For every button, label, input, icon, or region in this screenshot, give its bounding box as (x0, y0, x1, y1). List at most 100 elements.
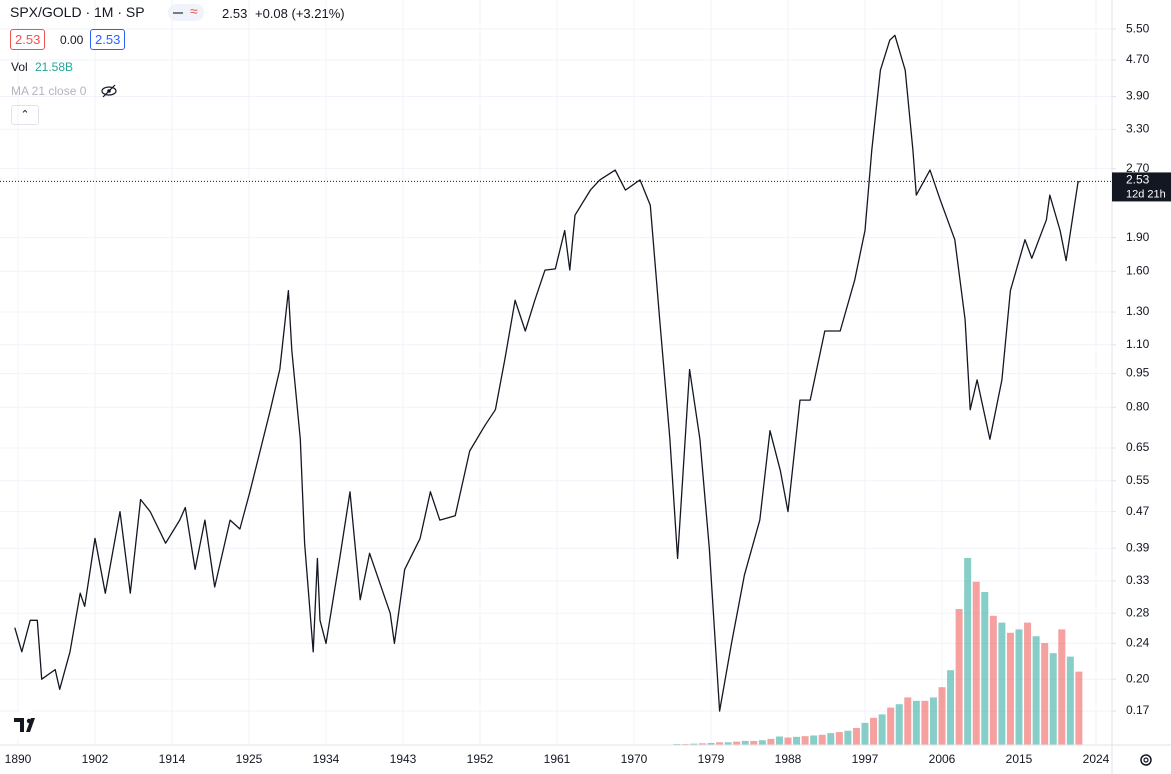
volume-bar (775, 736, 783, 745)
y-tick-label: 3.30 (1126, 121, 1150, 135)
volume-bar (818, 734, 826, 745)
volume-bar (1041, 643, 1049, 745)
volume-bar (981, 592, 989, 745)
collapse-button[interactable]: ⌃ (11, 105, 39, 125)
volume-bar (1032, 636, 1040, 745)
x-tick-label: 2006 (929, 752, 956, 766)
y-tick-label: 4.70 (1126, 52, 1150, 66)
volume-bar (1015, 629, 1023, 745)
volume-bar (912, 700, 920, 745)
volume-bar (861, 722, 869, 745)
volume-bar (690, 743, 698, 745)
volume-bar (724, 742, 732, 745)
volume-bar (681, 743, 689, 745)
volume-bar (673, 743, 681, 745)
y-tick-label: 3.90 (1126, 89, 1150, 103)
y-tick-label: 1.10 (1126, 337, 1150, 351)
countdown-label: 12d 21h (1126, 188, 1166, 200)
volume-bar (964, 558, 972, 745)
y-tick-label: 0.24 (1126, 636, 1150, 650)
y-tick-label: 0.47 (1126, 504, 1150, 518)
sell-price[interactable]: 2.53 (10, 29, 46, 50)
volume-bar (1058, 629, 1066, 745)
y-tick-label: 0.39 (1126, 540, 1150, 554)
volume-bar (1075, 671, 1083, 745)
y-tick-label: 1.60 (1126, 263, 1150, 277)
volume-bar (929, 697, 937, 745)
y-tick-label: 0.20 (1126, 671, 1150, 685)
x-tick-label: 2015 (1006, 752, 1033, 766)
volume-bar (972, 581, 980, 745)
price-change: +0.08 (+3.21%) (255, 6, 345, 21)
volume-bar (758, 740, 766, 745)
volume-bar (716, 742, 724, 745)
volume-label: Vol (11, 60, 28, 74)
volume-bar (852, 728, 860, 745)
volume-bar (707, 742, 715, 745)
volume-bar (835, 732, 843, 745)
x-tick-label: 1902 (82, 752, 109, 766)
y-tick-label: 0.95 (1126, 366, 1150, 380)
volume-bar (904, 697, 912, 745)
volume-bar (767, 738, 775, 745)
x-tick-label: 1997 (852, 752, 879, 766)
volume-bar (750, 740, 758, 745)
volume (673, 558, 1083, 745)
volume-bar (887, 707, 895, 745)
tradingview-logo (11, 710, 41, 740)
settings-icon[interactable] (1140, 754, 1152, 766)
x-tick-label: 1934 (313, 752, 340, 766)
volume-bar (998, 622, 1006, 745)
indicator-label[interactable]: MA 21 close 0 (11, 84, 87, 98)
compare-toggle[interactable]: ≈ (168, 3, 204, 21)
symbol-title[interactable]: SPX/GOLD · 1M · SP (10, 4, 145, 20)
volume-bar (733, 741, 741, 745)
spread: 0.00 (60, 33, 84, 47)
price-line (14, 34, 1080, 712)
volume-bar (989, 615, 997, 745)
volume-bar (1006, 632, 1014, 745)
x-tick-label: 1979 (698, 752, 725, 766)
hidden-eye-icon[interactable] (100, 83, 118, 99)
volume-bar (784, 737, 792, 745)
volume-bar (801, 736, 809, 745)
volume-bar (895, 704, 903, 745)
y-tick-label: 1.90 (1126, 230, 1150, 244)
grid (0, 0, 1112, 745)
volume-bar (1066, 656, 1074, 745)
x-tick-label: 1961 (544, 752, 571, 766)
volume-bar (1024, 622, 1032, 745)
volume-bar (827, 733, 835, 745)
y-tick-label: 0.65 (1126, 440, 1150, 454)
x-tick-label: 1890 (5, 752, 32, 766)
x-tick-label: 1914 (159, 752, 186, 766)
last-price: 2.53 (222, 6, 248, 21)
volume-bar (955, 609, 963, 745)
y-tick-label: 0.17 (1126, 703, 1150, 717)
plot (0, 34, 1112, 712)
y-tick-label: 5.50 (1126, 21, 1150, 35)
volume-bar (878, 714, 886, 745)
last-price-label: 2.53 (1126, 173, 1150, 187)
y-tick-label: 0.28 (1126, 605, 1150, 619)
x-tick-label: 2024 (1083, 752, 1110, 766)
x-tick-label: 1988 (775, 752, 802, 766)
volume-value: 21.58B (35, 60, 74, 74)
last-price-box (1112, 172, 1171, 202)
volume-bar (947, 670, 955, 745)
volume-bar (810, 735, 818, 745)
volume-bar (1049, 653, 1057, 745)
x-tick-label: 1952 (467, 752, 494, 766)
volume-bar (921, 700, 929, 745)
y-tick-label: 0.55 (1126, 473, 1150, 487)
volume-bar (870, 717, 878, 745)
buy-price[interactable]: 2.53 (90, 29, 126, 50)
volume-bar (741, 740, 749, 745)
y-tick-label: 1.30 (1126, 304, 1150, 318)
volume-bar (938, 687, 946, 745)
y-tick-label: 2.70 (1126, 161, 1150, 175)
y-tick-label: 0.33 (1126, 573, 1150, 587)
volume-bar (793, 736, 801, 745)
